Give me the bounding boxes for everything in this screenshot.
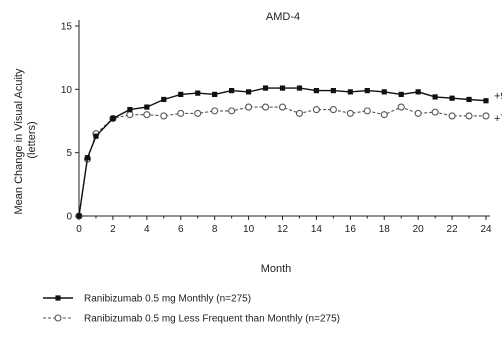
data-point [449,95,455,101]
legend-marker [54,314,62,322]
data-point [245,89,252,95]
data-point [279,85,286,91]
x-tick-label: 16 [345,224,357,235]
data-point [465,112,473,120]
data-point [398,91,404,97]
data-point [415,89,421,95]
series-2: +7.9 [75,103,502,220]
x-tick-label: 10 [243,224,255,235]
data-point [211,107,219,115]
x-tick-label: 14 [311,224,323,235]
x-tick-label: 4 [144,224,150,235]
data-point [278,103,287,111]
data-point [126,111,134,119]
x-tick-label: 8 [212,224,218,235]
chart-title: AMD-4 [266,11,300,23]
series-line [78,87,487,217]
data-point [195,90,201,96]
y-tick-label: 10 [61,85,73,96]
series-layer: +7.9 +9.1 [75,85,502,220]
y-tick-label: 15 [61,22,73,33]
data-point [160,112,168,120]
data-point [380,111,388,119]
data-point [177,109,185,117]
data-point [194,109,202,117]
data-point [93,133,99,139]
data-point [212,91,218,97]
data-point [161,96,167,103]
x-tick-label: 22 [447,224,459,235]
data-point [431,108,439,116]
legend-item-1: Ranibizumab 0.5 mg Monthly (n=275) [43,294,251,305]
data-point [110,115,116,122]
data-point [229,88,235,94]
data-point [261,103,270,111]
data-point [178,91,184,97]
data-point [245,103,253,111]
x-tick-label: 24 [480,224,492,235]
legend-item-2: Ranibizumab 0.5 mg Less Frequent than Mo… [43,314,340,325]
data-point [127,107,133,113]
y-tick-label: 5 [66,148,72,159]
data-point [228,107,236,115]
data-point [346,109,354,117]
data-point [144,104,150,110]
x-tick-label: 6 [178,224,184,235]
y-axis-label-line-2: (letters) [26,121,38,158]
x-tick-label: 2 [110,224,116,235]
data-point [76,213,82,219]
y-axis-label-line-1: Mean Change in Visual Acuity [13,68,25,214]
data-point [262,85,269,91]
data-point [364,88,370,94]
x-axis-label: Month [261,263,292,275]
data-point [466,96,472,103]
data-point [313,88,320,94]
legend: Ranibizumab 0.5 mg Monthly (n=275) Ranibi… [43,294,340,325]
data-point [296,85,303,91]
data-point [84,155,91,161]
data-point [448,112,456,120]
data-point [363,107,371,115]
data-point [483,98,489,104]
x-tick-label: 20 [413,224,425,235]
y-tick-label: 0 [66,212,72,223]
data-point [482,112,490,120]
data-point [312,106,320,114]
series-1: +9.1 [76,85,502,219]
data-point [397,103,405,111]
data-point [347,89,353,95]
legend-label: Ranibizumab 0.5 mg Less Frequent than Mo… [84,314,340,325]
data-point [381,89,387,95]
series-end-label: +7.9 [494,113,502,125]
data-point [329,106,337,114]
legend-marker [55,295,61,301]
data-point [143,111,151,119]
series-line [78,106,486,217]
x-tick-label: 12 [277,224,289,235]
data-point [295,109,304,117]
x-tick-label: 0 [76,224,82,235]
data-point [432,94,438,100]
y-axis-label: Mean Change in Visual Acuity (letters) [13,65,38,214]
series-end-label: +9.1 [494,91,502,103]
x-tick-label: 18 [379,224,391,235]
data-point [330,88,336,94]
data-point [414,109,422,117]
legend-label: Ranibizumab 0.5 mg Monthly (n=275) [84,294,251,305]
